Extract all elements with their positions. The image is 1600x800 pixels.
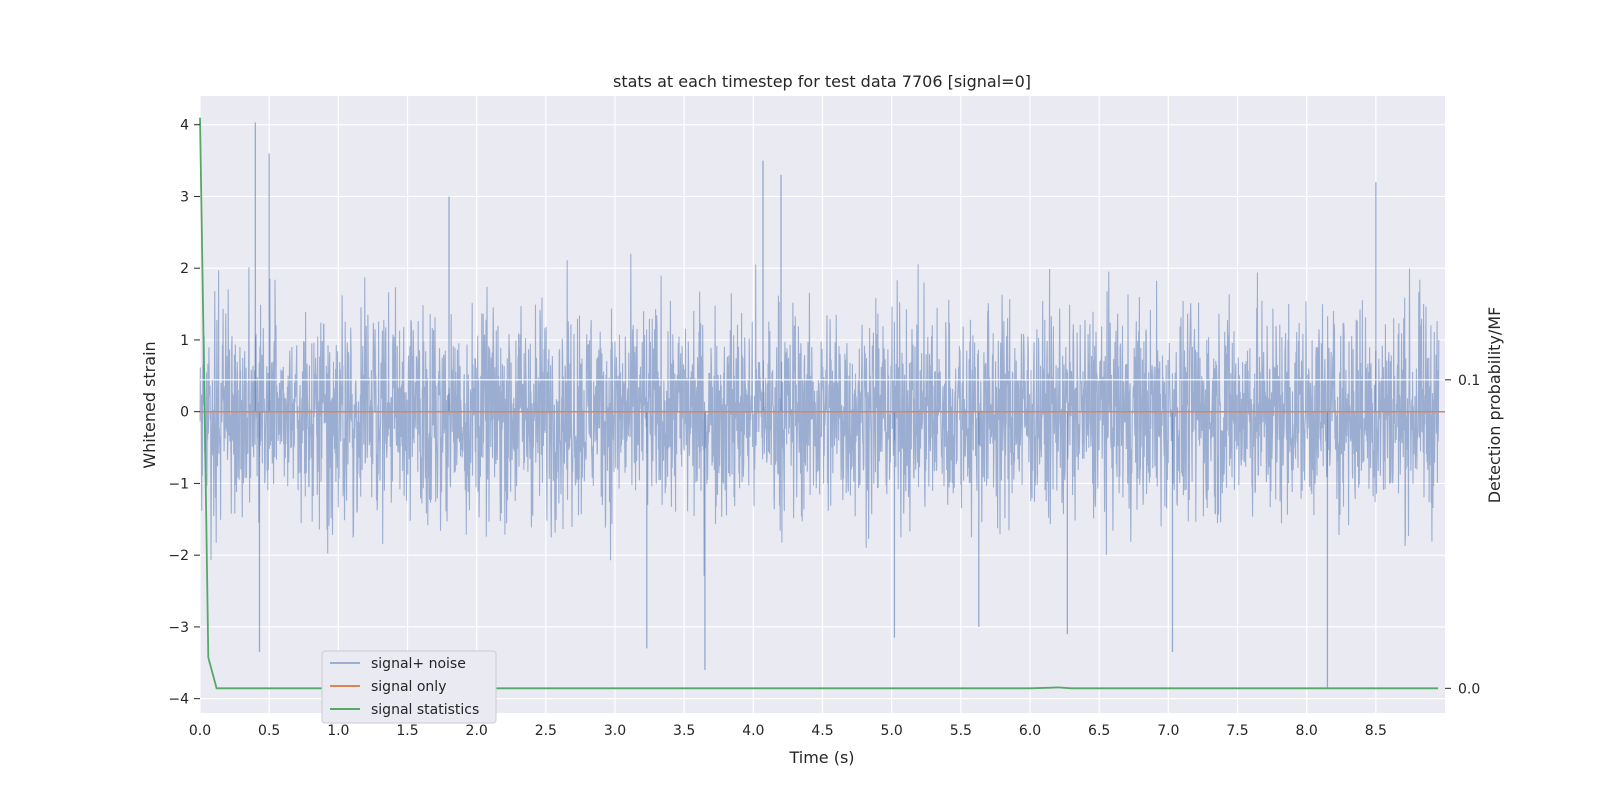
x-tick-label: 4.5: [811, 723, 833, 739]
y-right-tick-label: 0.1: [1458, 373, 1480, 389]
x-tick-label: 1.5: [396, 723, 418, 739]
noise-series: [199, 122, 1440, 688]
x-axis-label: Time (s): [788, 748, 854, 767]
x-tick-label: 7.5: [1226, 723, 1248, 739]
y-tick-label: −2: [168, 548, 189, 564]
x-tick-label: 4.0: [742, 723, 764, 739]
y-tick-label: 2: [180, 261, 189, 277]
signal-statistics-line: [199, 117, 1439, 690]
noise-trace: [199, 253, 1440, 576]
y-right-axis-label: Detection probability/MF: [1485, 307, 1504, 504]
x-tick-label: 6.0: [1019, 723, 1041, 739]
x-tick-label: 2.5: [535, 723, 557, 739]
y-tick-label: −4: [168, 692, 189, 708]
x-tick-label: 3.0: [604, 723, 626, 739]
x-tick-label: 0.5: [258, 723, 280, 739]
legend-label-signal: signal only: [371, 679, 446, 695]
y-right-tick-label: 0.0: [1458, 681, 1480, 697]
x-tick-label: 5.5: [950, 723, 972, 739]
x-tick-label: 7.0: [1157, 723, 1179, 739]
y-tick-label: −3: [168, 620, 189, 636]
y-tick-label: −1: [168, 476, 189, 492]
y-tick-label: 1: [180, 333, 189, 349]
y-tick-label: 0: [180, 405, 189, 421]
x-tick-label: 2.0: [466, 723, 488, 739]
x-tick-label: 6.5: [1088, 723, 1110, 739]
y-tick-label: 3: [180, 189, 189, 205]
x-tick-label: 1.0: [327, 723, 349, 739]
x-tick-label: 5.0: [881, 723, 903, 739]
legend-label-noise: signal+ noise: [371, 656, 466, 672]
chart-title: stats at each timestep for test data 770…: [613, 72, 1031, 91]
legend: signal+ noise signal only signal statist…: [321, 650, 497, 724]
legend-label-stats: signal statistics: [371, 702, 479, 718]
y-tick-label: 4: [180, 118, 189, 134]
grid: [199, 96, 1445, 713]
ticks: 0.0 0.5 1.0 1.5 2.0 2.5 3.0 3.5 4.0 4.5 5.0 5.5 6.0 6…: [168, 118, 1480, 739]
x-tick-label: 3.5: [673, 723, 695, 739]
x-tick-label: 0.0: [189, 723, 211, 739]
y-axis-label: Whitened strain: [140, 341, 159, 468]
x-tick-label: 8.5: [1365, 723, 1387, 739]
x-tick-label: 8.0: [1296, 723, 1318, 739]
legend-box: [321, 650, 497, 724]
signal-statistics-series: [199, 117, 1439, 690]
